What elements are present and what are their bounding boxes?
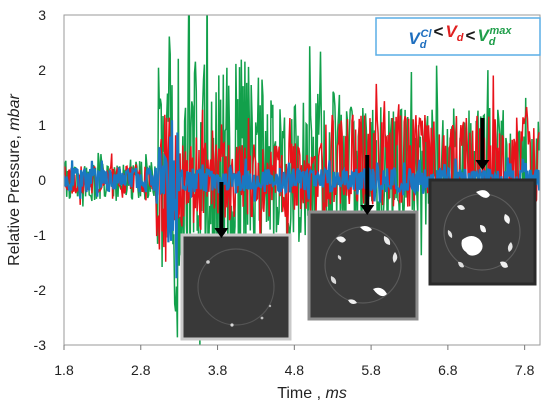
arrow-layer <box>214 118 490 238</box>
x-tick-label: 7.8 <box>515 362 535 378</box>
inset-frame-low <box>180 233 292 341</box>
inset-arrow-frame-low <box>214 182 229 238</box>
inset-frame-max <box>428 178 537 286</box>
axes-layer: 1.8 2.8 3.8 4.8 5.8 6.8 7.8 3 2 1 0 -1 -2 -3 Time , ms… <box>6 7 541 402</box>
x-tick-label: 4.8 <box>285 362 305 378</box>
legend: VdCl < Vd < Vdmax <box>375 17 541 56</box>
x-tick-label: 3.8 <box>208 362 228 378</box>
y-tick-label: 2 <box>38 62 46 78</box>
y-tick-label: 0 <box>38 172 46 188</box>
plot-frame <box>63 14 541 346</box>
legend-text: VdCl < Vd < Vdmax <box>408 22 512 51</box>
y-tick-label: 3 <box>38 7 46 23</box>
x-tick-label: 2.8 <box>131 362 151 378</box>
x-tick-label: 6.8 <box>438 362 458 378</box>
y-tick-label: -1 <box>34 227 47 243</box>
x-tick-label: 1.8 <box>54 362 74 378</box>
x-axis-title: Time , ms <box>277 385 347 402</box>
y-tick-label: -2 <box>34 282 47 298</box>
y-tick-label: 1 <box>38 117 46 133</box>
x-tick-label: 5.8 <box>361 362 381 378</box>
inset-frame-mid <box>307 210 419 321</box>
y-axis-title: Relative Pressure, mbar <box>6 94 23 266</box>
series-layer <box>64 15 540 345</box>
inset-arrow-frame-max <box>475 118 490 170</box>
inset-arrow-frame-mid <box>360 155 375 215</box>
y-tick-label: -3 <box>34 337 47 353</box>
series-line-cl <box>64 120 540 279</box>
series-cl <box>64 120 540 279</box>
